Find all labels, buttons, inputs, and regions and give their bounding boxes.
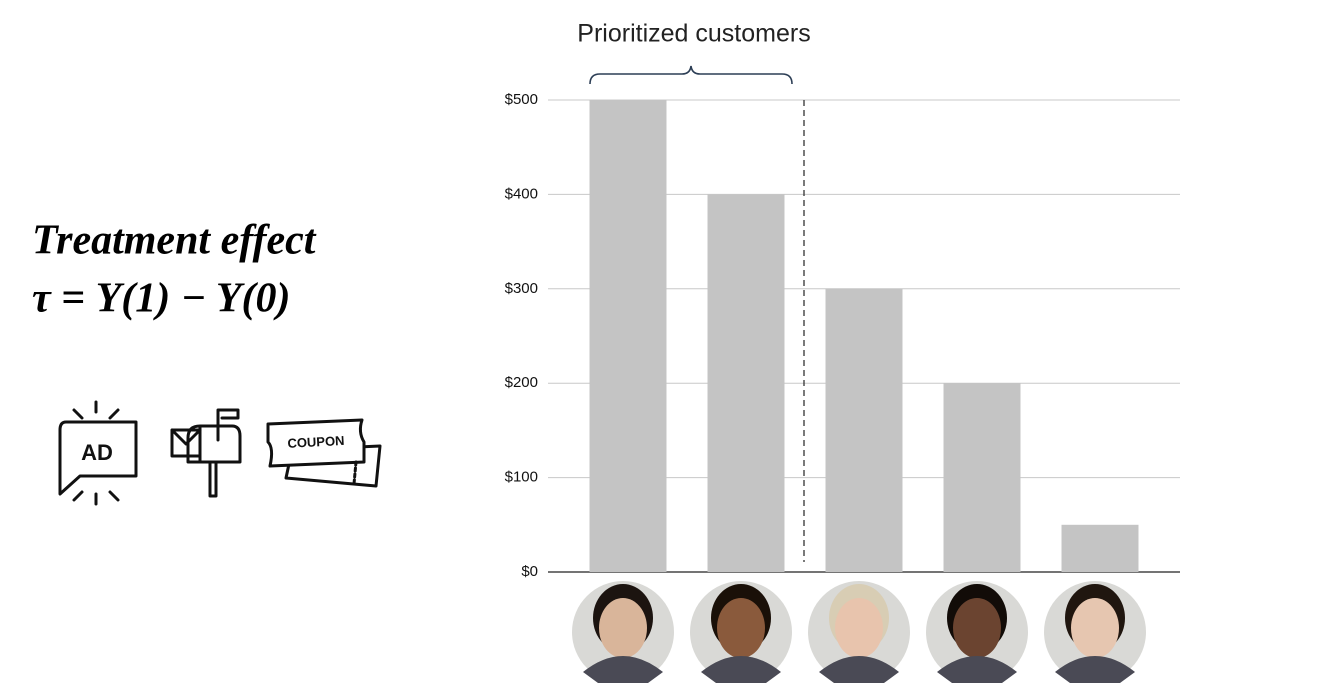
y-tick-label: $300 [505, 280, 538, 297]
ad-icon: AD [58, 400, 138, 506]
bar [825, 288, 903, 572]
avatar-face [1071, 598, 1119, 658]
y-tick-label: $200 [505, 374, 538, 391]
ad-text: AD [81, 440, 113, 465]
coupon-icon: COUPON [266, 418, 382, 488]
mailbox-icon [170, 408, 242, 498]
brace [589, 65, 793, 85]
bar [707, 194, 785, 572]
avatar-face [599, 598, 647, 658]
y-tick-label: $0 [521, 563, 538, 580]
formula: τ = Y(1) − Y(0) [32, 276, 291, 322]
avatar-body [583, 656, 663, 683]
bar [1061, 524, 1139, 572]
y-tick-label: $100 [505, 469, 538, 486]
avatar-body [1055, 656, 1135, 683]
side-title: Treatment effect [32, 218, 317, 264]
avatar-body [701, 656, 781, 683]
annotation: Prioritized customers [577, 20, 810, 48]
coupon-text: COUPON [287, 433, 345, 451]
bar [943, 383, 1021, 572]
avatar-body [819, 656, 899, 683]
avatar-face [953, 598, 1001, 658]
avatar-face [835, 598, 883, 658]
faces [572, 581, 1146, 683]
y-tick-label: $500 [505, 91, 538, 108]
avatar-body [937, 656, 1017, 683]
bar [589, 100, 667, 572]
y-tick-label: $400 [505, 185, 538, 202]
avatar-face [717, 598, 765, 658]
